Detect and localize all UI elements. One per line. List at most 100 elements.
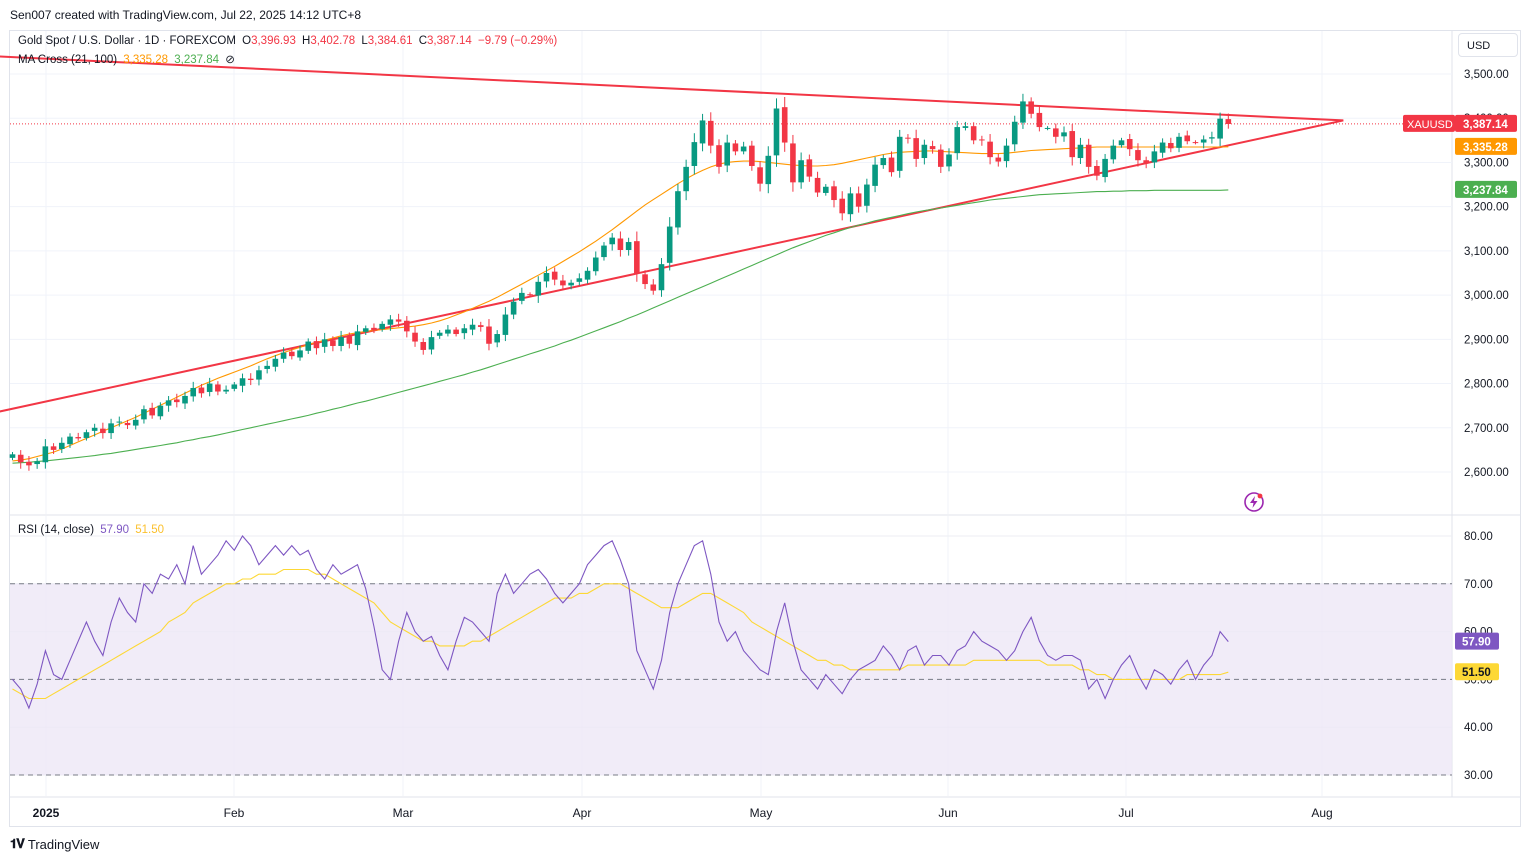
candle-body <box>338 337 344 346</box>
candle-body <box>362 328 369 332</box>
candle-body <box>954 127 961 154</box>
candle-body <box>469 324 476 330</box>
candle-body <box>732 143 739 152</box>
candle-body <box>289 351 295 357</box>
price-label: 3,335.28 <box>1463 142 1508 154</box>
candle-body <box>174 399 180 403</box>
candle-body <box>905 137 911 139</box>
candle-body <box>921 144 928 159</box>
candle-body <box>658 264 665 291</box>
rsi-title[interactable]: RSI (14, close) <box>18 524 95 536</box>
candle-body <box>1126 139 1133 150</box>
rsi-label-box <box>1455 663 1499 681</box>
y-tick-label: 30.00 <box>1464 770 1493 782</box>
price-label-box <box>1455 137 1517 155</box>
ma-title[interactable]: MA Cross (21, 100) <box>18 54 118 66</box>
candle-body <box>1102 158 1108 178</box>
candle-body <box>642 274 648 285</box>
candle-body <box>42 446 49 463</box>
low-label: L <box>361 35 368 47</box>
candle-body <box>321 339 328 347</box>
candle-body <box>781 107 788 143</box>
candle-body <box>116 421 123 423</box>
x-tick-label: Feb <box>224 806 245 820</box>
open-label: O <box>242 35 252 47</box>
candle-body <box>371 327 377 331</box>
x-tick-label: Apr <box>573 806 592 820</box>
candle-body <box>576 278 583 282</box>
candle-body <box>584 270 591 280</box>
y-tick-label: 2,900.00 <box>1464 334 1509 346</box>
candle-body <box>1176 136 1182 148</box>
candle-body <box>132 419 139 426</box>
candle-body <box>305 341 312 351</box>
candle-body <box>896 136 903 171</box>
candle-body <box>880 158 887 166</box>
price-label-box <box>1455 180 1517 198</box>
candle-body <box>847 193 854 215</box>
grid <box>10 31 1521 798</box>
y-tick-label: 40.00 <box>1464 722 1493 734</box>
candle-body <box>913 138 919 159</box>
rsi-legend: RSI (14, close) 57.90 51.50 <box>18 524 167 536</box>
currency-button[interactable]: USD <box>1458 33 1518 57</box>
candle-body <box>453 329 459 335</box>
candle-body <box>535 281 542 296</box>
candle-body <box>1061 132 1067 137</box>
candle-body <box>75 437 82 439</box>
candle-body <box>724 142 731 166</box>
candle-body <box>1168 142 1174 149</box>
candle-body <box>297 350 303 358</box>
candle-body <box>280 352 287 359</box>
candle-body <box>420 341 427 350</box>
footer-brand[interactable]: 𝟏𝐕 TradingView <box>10 836 99 852</box>
candle-body <box>239 378 246 386</box>
candle-body <box>970 126 977 141</box>
candle-body <box>979 139 985 141</box>
candle-body <box>683 166 689 192</box>
candle-body <box>247 378 254 381</box>
symbol-title[interactable]: Gold Spot / U.S. Dollar · 1D · FOREXCOM <box>18 35 236 47</box>
rsi-ma-line <box>12 568 1229 700</box>
candle-body <box>1184 135 1191 142</box>
lightning-icon[interactable] <box>1243 491 1265 513</box>
low-value: 3,384.61 <box>367 35 413 47</box>
candle-body <box>445 329 451 334</box>
close-value: 3,387.14 <box>427 35 472 47</box>
candle-body <box>560 280 566 286</box>
candle-body <box>625 242 632 251</box>
eye-hidden-icon[interactable]: ⊘ <box>225 54 235 66</box>
candle-body <box>91 427 98 431</box>
candle-body <box>1217 118 1223 139</box>
candle-body <box>1209 137 1215 139</box>
candle-body <box>264 365 270 369</box>
ma-legend: MA Cross (21, 100) 3,335.28 3,237.84 ⊘ <box>18 52 238 66</box>
candle-body <box>354 331 361 346</box>
candle-body <box>1225 119 1232 124</box>
candle-body <box>675 191 681 228</box>
candle-body <box>839 198 846 214</box>
candle-body <box>1028 101 1034 114</box>
author-caption: Sen007 created with TradingView.com, Jul… <box>10 8 361 22</box>
x-tick-label: Mar <box>393 806 414 820</box>
price-legend: Gold Spot / U.S. Dollar · 1D · FOREXCOM … <box>18 35 560 47</box>
candle-body <box>477 325 484 327</box>
candle-body <box>1159 142 1166 153</box>
candle-body <box>198 387 205 394</box>
candle-body <box>461 328 468 334</box>
candle-body <box>1192 142 1199 144</box>
y-tick-label: 3,000.00 <box>1464 290 1509 302</box>
price-labels: 3,387.14 XAUUSD 3,335.28 3,237.84 57.90 51.50 <box>1403 114 1517 681</box>
x-tick-label: Jul <box>1118 806 1133 820</box>
trendline <box>0 119 1344 413</box>
x-tick-label: 2025 <box>33 806 60 820</box>
candle-body <box>814 177 821 193</box>
candle-body <box>26 461 32 466</box>
rsi-label-box <box>1455 632 1499 650</box>
open-value: 3,396.93 <box>251 35 296 47</box>
candle-body <box>486 326 492 344</box>
candle-body <box>149 407 155 416</box>
footer-brand-label: TradingView <box>27 836 100 852</box>
candle-body <box>617 238 624 251</box>
